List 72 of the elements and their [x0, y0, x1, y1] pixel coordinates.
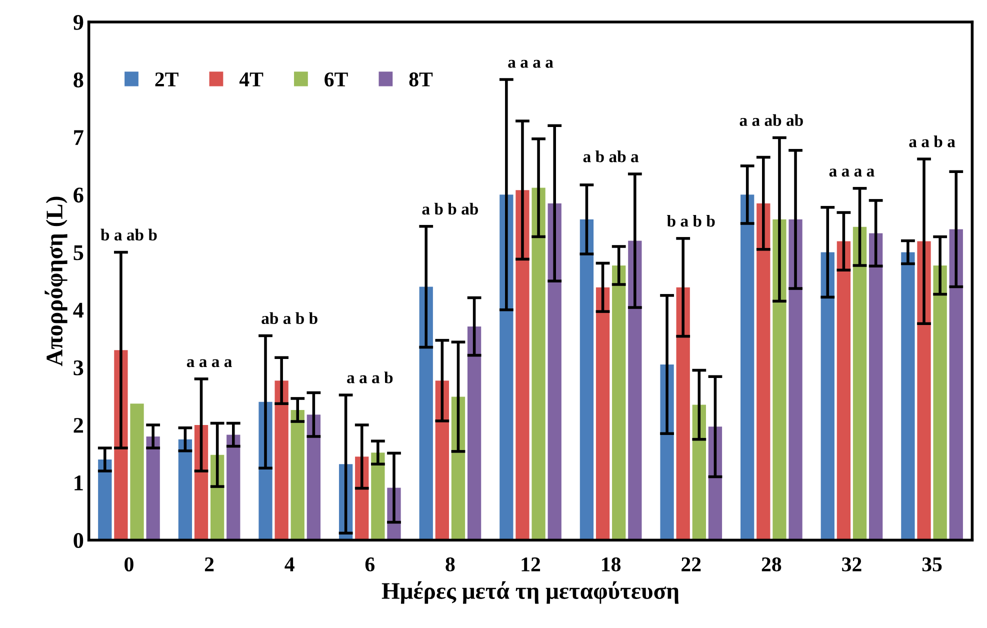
bar — [772, 219, 786, 540]
bar — [820, 252, 834, 540]
bar — [500, 194, 514, 540]
x-tick-label: 28 — [762, 557, 782, 572]
bar — [580, 219, 594, 540]
y-tick-label: 4 — [73, 302, 84, 318]
annotation: a a a a — [508, 60, 554, 68]
bar — [274, 380, 288, 540]
x-tick-label: 4 — [284, 557, 294, 572]
bar — [532, 188, 546, 540]
annotation: a b b ab — [422, 202, 478, 215]
bar — [676, 287, 690, 540]
legend-label: 2T — [155, 72, 178, 86]
annotation: b a ab b — [100, 228, 157, 241]
bar — [612, 265, 626, 540]
bar — [901, 252, 915, 540]
bar — [933, 265, 947, 540]
y-tick-label: 5 — [74, 245, 84, 260]
annotation: a a a a — [829, 168, 874, 177]
bar — [467, 326, 482, 540]
bar — [596, 287, 610, 540]
y-tick-label: 2 — [74, 418, 84, 433]
bar — [435, 380, 449, 540]
x-tick-label: 2 — [204, 557, 214, 572]
annotation: a a a a — [186, 359, 232, 368]
y-tick-label: 6 — [74, 188, 84, 203]
bar — [852, 226, 867, 540]
y-tick-label: 0 — [74, 533, 84, 548]
bar — [371, 452, 385, 540]
bar — [917, 241, 931, 540]
bar — [949, 229, 963, 540]
y-axis-title: Απορρόφηση (L) — [44, 196, 68, 366]
bar — [516, 190, 530, 540]
bar — [788, 219, 802, 540]
x-axis-title: Ημέρες μετά τη μεταφύτευση — [382, 581, 679, 604]
bar — [756, 203, 770, 540]
y-tick-label: 8 — [74, 72, 84, 88]
annotation: b a b b — [667, 214, 715, 227]
annotation: a b ab a — [583, 150, 639, 162]
y-tick-label: 1 — [74, 476, 83, 490]
bar — [740, 194, 754, 540]
bar — [628, 240, 642, 540]
annotation: ab a b b — [262, 312, 318, 324]
bar — [98, 459, 112, 540]
bar — [226, 434, 240, 540]
y-tick-label: 9 — [73, 14, 84, 30]
x-tick-label: 22 — [682, 557, 701, 572]
bar — [146, 436, 160, 540]
x-tick-label: 6 — [365, 557, 374, 572]
bar — [306, 414, 321, 540]
bar — [419, 286, 433, 540]
legend-label: 6T — [324, 72, 348, 86]
annotation: a a a b — [347, 372, 393, 384]
annotation: a a b a — [909, 136, 956, 148]
bar — [869, 233, 883, 540]
x-tick-label: 12 — [522, 557, 540, 572]
x-tick-label: 35 — [922, 557, 942, 572]
bar — [692, 404, 706, 540]
bar — [836, 241, 851, 540]
legend-label: 8T — [409, 72, 433, 86]
bar — [548, 203, 562, 540]
x-tick-label: 8 — [446, 557, 455, 572]
bar — [178, 439, 192, 540]
x-tick-label: 32 — [842, 557, 862, 572]
x-tick-label: 18 — [602, 557, 621, 572]
legend-label: 4T — [239, 72, 264, 86]
y-tick-label: 7 — [74, 130, 84, 145]
y-tick-label: 3 — [74, 360, 84, 376]
annotation: a a ab ab — [740, 114, 803, 126]
bar — [130, 404, 144, 540]
bar — [290, 410, 304, 540]
x-tick-label: 0 — [124, 557, 134, 572]
